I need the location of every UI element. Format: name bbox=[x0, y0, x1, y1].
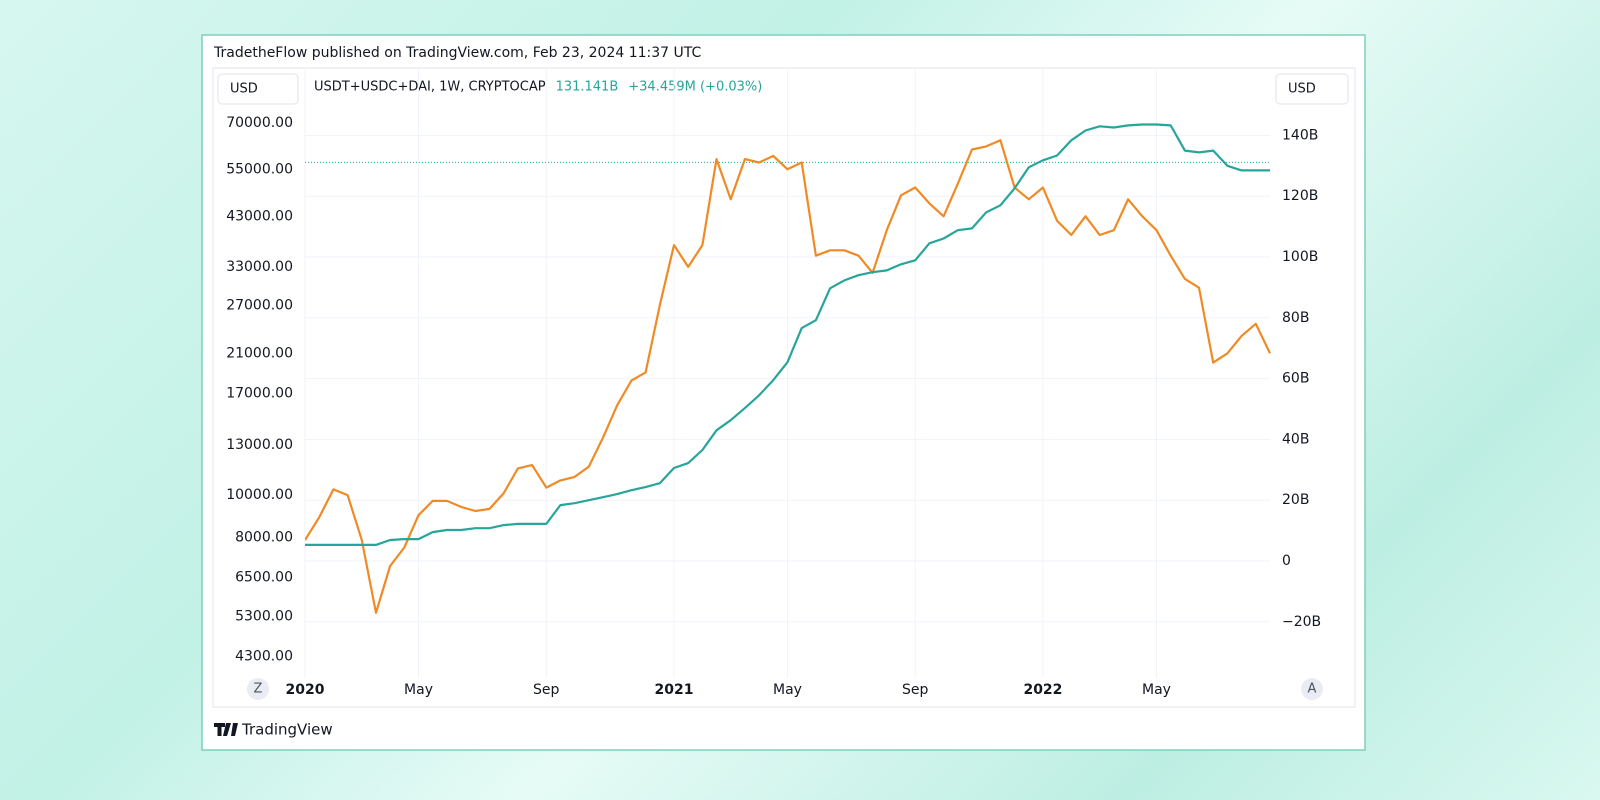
x-tick-label: May bbox=[773, 682, 802, 698]
auto-button[interactable] bbox=[1301, 678, 1323, 700]
legend-name: USDT+USDC+DAI, 1W, CRYPTOCAP bbox=[314, 80, 546, 95]
y2-tick-label: 20B bbox=[1282, 492, 1309, 508]
y-tick-label: 43000.00 bbox=[226, 208, 293, 224]
y-tick-label: 21000.00 bbox=[226, 345, 293, 361]
auto-label: A bbox=[1308, 682, 1317, 697]
y-tick-label: 8000.00 bbox=[235, 530, 293, 546]
x-tick-label: May bbox=[1142, 682, 1171, 698]
legend: USDT+USDC+DAI, 1W, CRYPTOCAP 131.141B +3… bbox=[314, 80, 762, 95]
zoom-label: Z bbox=[254, 682, 263, 697]
plot bbox=[305, 123, 1271, 614]
left-unit-button[interactable] bbox=[217, 73, 299, 105]
y2-tick-label: 140B bbox=[1282, 127, 1318, 143]
y-tick-label: 27000.00 bbox=[226, 297, 293, 313]
y2-tick-label: 60B bbox=[1282, 371, 1309, 387]
card bbox=[201, 34, 1366, 751]
y2-tick-label: 40B bbox=[1282, 431, 1309, 447]
y-tick-label: 10000.00 bbox=[226, 487, 293, 503]
y-tick-label: 70000.00 bbox=[226, 115, 293, 131]
left-unit: USD bbox=[230, 82, 258, 97]
chart-frame bbox=[212, 67, 1356, 708]
series-line bbox=[305, 123, 1270, 546]
series-line bbox=[305, 139, 1271, 614]
legend-last-value: 131.141B bbox=[556, 80, 619, 95]
brand-logo bbox=[214, 723, 238, 736]
y-tick-label: 13000.00 bbox=[226, 437, 293, 453]
axes: 70000.00 55000.00 43000.00 33000.00 27000.00… bbox=[226, 115, 1321, 698]
y-tick-label: 33000.00 bbox=[226, 259, 293, 275]
grid bbox=[304, 68, 1270, 678]
y2-tick-label: 0 bbox=[1282, 553, 1291, 569]
y2-tick-label: 120B bbox=[1282, 188, 1318, 204]
x-tick-label: Sep bbox=[902, 682, 929, 698]
x-tick-label: Sep bbox=[533, 682, 560, 698]
y2-tick-label: −20B bbox=[1282, 614, 1321, 630]
y-tick-label: 5300.00 bbox=[235, 608, 293, 624]
x-tick-label: 2021 bbox=[654, 682, 693, 698]
y-tick-label: 4300.00 bbox=[235, 648, 293, 664]
y-tick-label: 55000.00 bbox=[226, 161, 293, 177]
published-line: TradetheFlow published on TradingView.co… bbox=[213, 45, 702, 61]
brand-name: TradingView bbox=[241, 721, 333, 739]
x-tick-label: May bbox=[404, 682, 433, 698]
zoom-button[interactable] bbox=[247, 678, 269, 700]
y2-tick-label: 100B bbox=[1282, 249, 1318, 265]
right-unit: USD bbox=[1288, 82, 1316, 97]
y-tick-label: 17000.00 bbox=[226, 386, 293, 402]
right-unit-button[interactable] bbox=[1275, 73, 1349, 105]
y2-tick-label: 80B bbox=[1282, 310, 1309, 326]
x-tick-label: 2020 bbox=[286, 682, 325, 698]
legend-change: +34.459M (+0.03%) bbox=[628, 80, 762, 95]
x-tick-label: 2022 bbox=[1023, 682, 1062, 698]
y-tick-label: 6500.00 bbox=[235, 569, 293, 585]
